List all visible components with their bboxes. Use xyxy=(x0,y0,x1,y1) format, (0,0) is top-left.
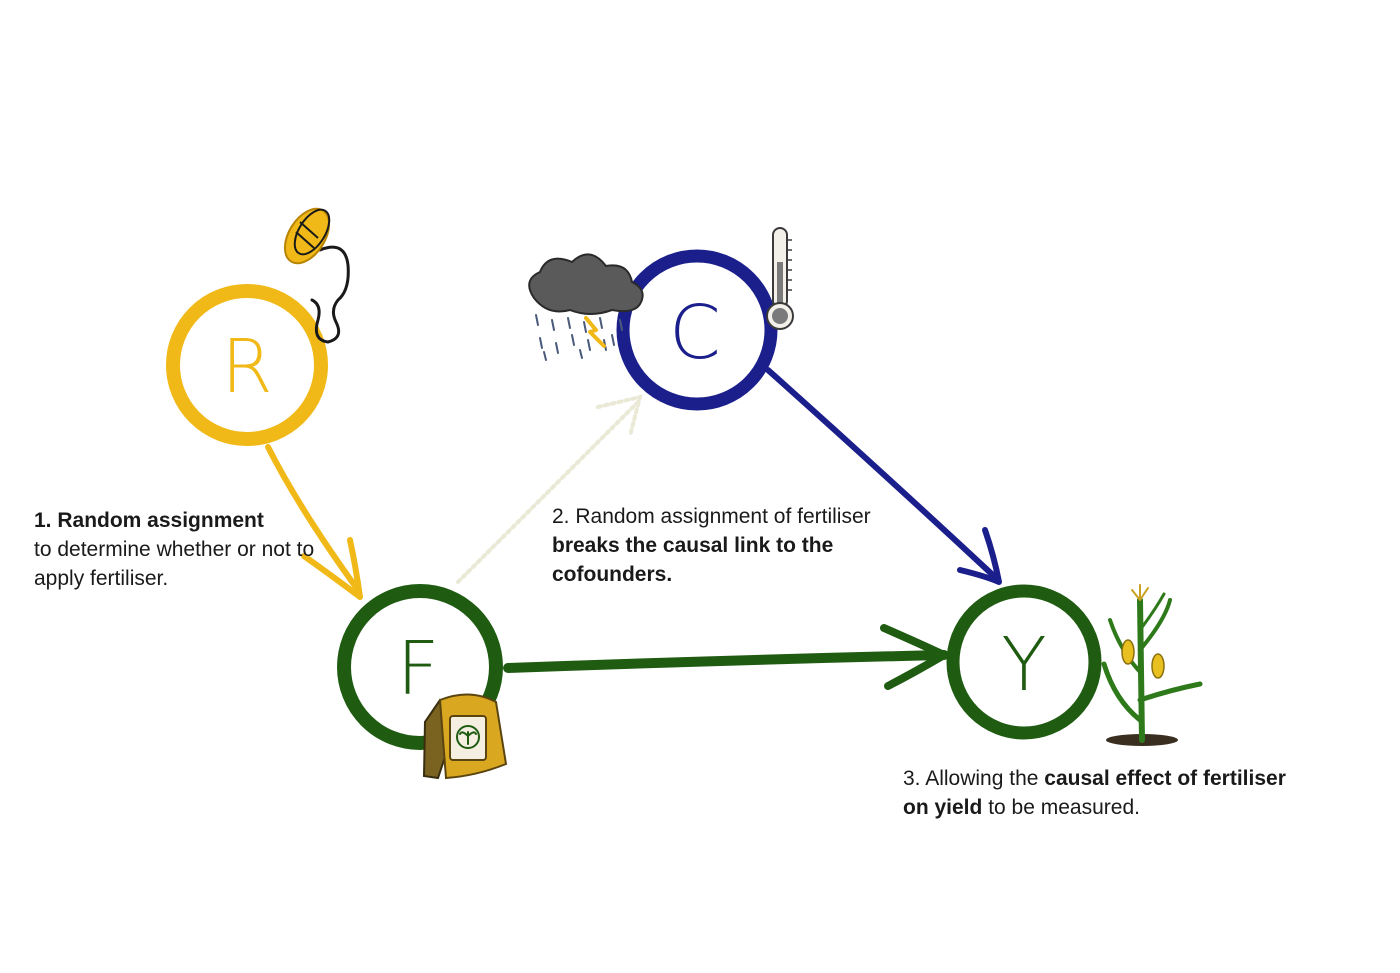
corn-plant-icon xyxy=(1101,584,1203,746)
coin-icon xyxy=(283,207,350,344)
caption-3-rest: to be measured. xyxy=(988,796,1140,819)
node-r-letter: R xyxy=(221,324,272,410)
caption-causal-effect: 3. Allowing the causal effect of fertili… xyxy=(903,764,1303,822)
edge-r-to-f xyxy=(265,444,363,600)
caption-2-bold: breaks the causal link to the cofounders… xyxy=(552,534,834,586)
edge-f-to-c xyxy=(456,394,643,584)
thermometer-icon xyxy=(766,227,794,330)
caption-1-bold: 1. Random assignment xyxy=(34,509,264,532)
caption-breaks-causal-link: 2. Random assignment of fertiliser break… xyxy=(552,502,872,589)
caption-1-rest: to determine whether or not to apply fer… xyxy=(34,538,315,590)
edge-f-to-y xyxy=(503,624,949,690)
node-f-letter: F xyxy=(397,626,440,712)
caption-2-lead: 2. Random assignment of fertiliser xyxy=(552,505,871,528)
fertiliser-bag-icon xyxy=(422,693,508,780)
node-y: Y xyxy=(946,584,1102,740)
node-c-letter: C xyxy=(669,290,721,376)
node-y-letter: Y xyxy=(1001,622,1046,708)
caption-3-bold: causal effect of fertiliser on yield xyxy=(903,767,1286,819)
caption-3-lead: 3. Allowing the xyxy=(903,767,1039,790)
caption-random-assignment: 1. Random assignment to determine whethe… xyxy=(34,506,334,593)
edge-c-to-y xyxy=(765,367,1002,585)
node-r: R xyxy=(166,284,328,446)
node-c: C xyxy=(616,249,778,411)
raincloud-icon xyxy=(528,253,644,361)
